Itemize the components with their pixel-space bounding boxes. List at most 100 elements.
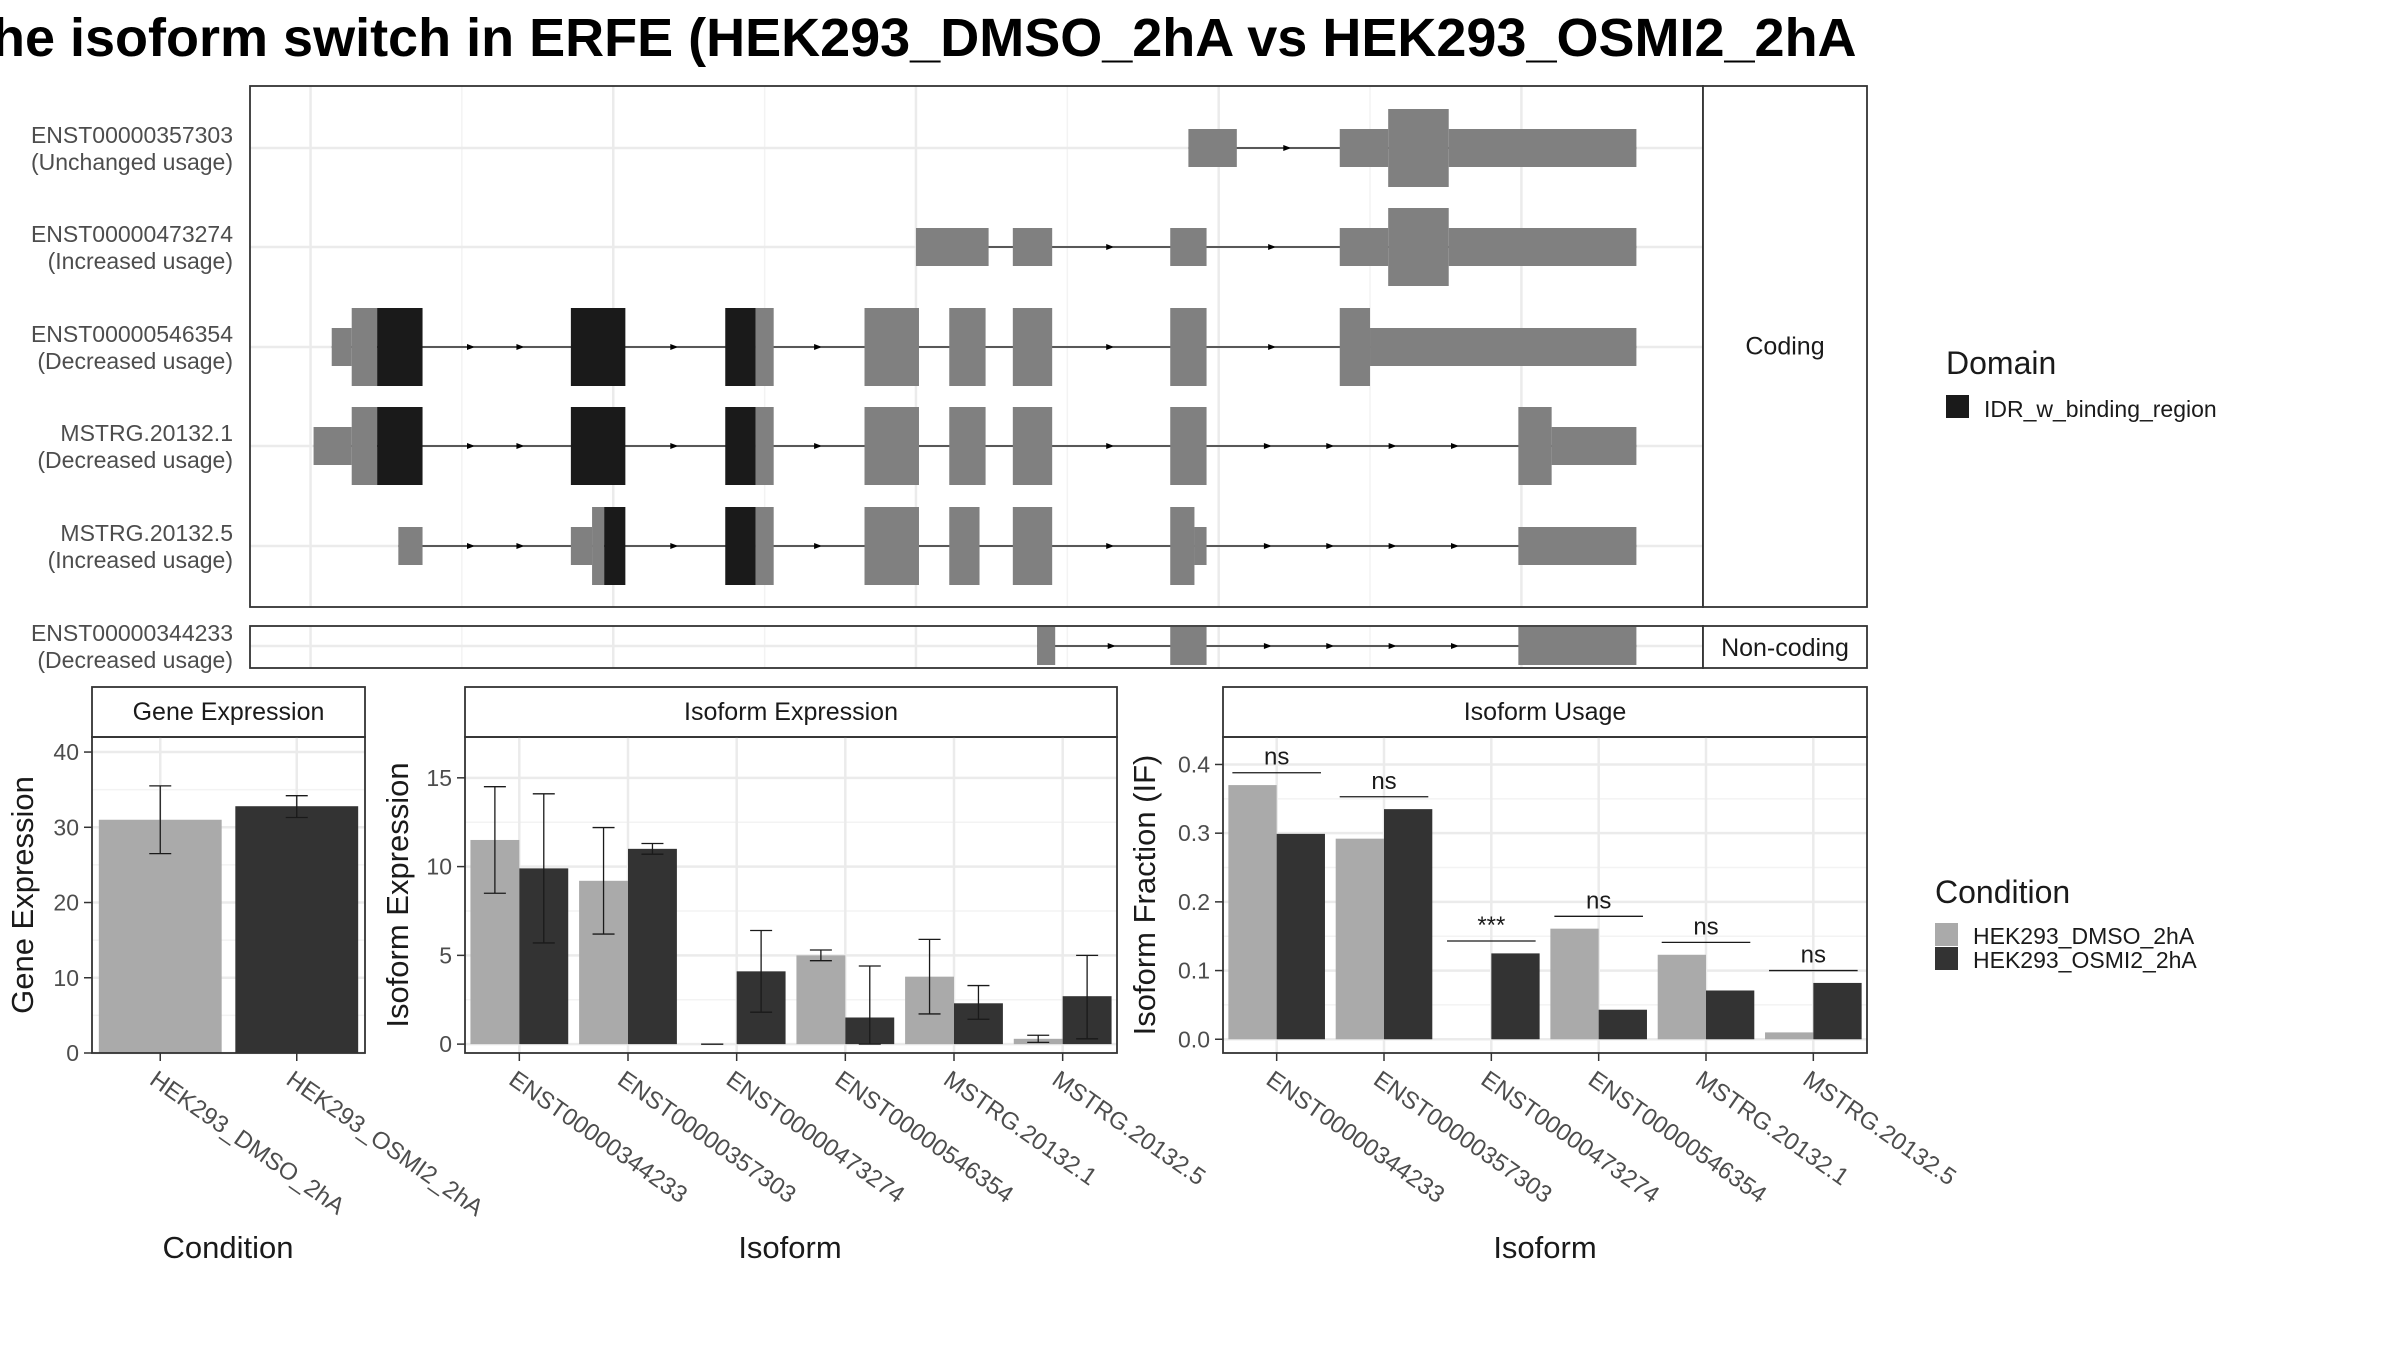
exon-block: [1339, 228, 1389, 266]
domain-legend-key: [1946, 395, 1969, 418]
exon-block: [570, 527, 593, 565]
intron-arrow: [1263, 543, 1272, 549]
bar-HEK293_DMSO_2hA-ENST00000546354: [796, 955, 846, 1045]
intron-arrow: [1450, 543, 1459, 549]
exon-block: [1370, 328, 1637, 366]
exon-block: [313, 427, 352, 465]
bar-HEK293_OSMI2_2hA-ENST00000357303: [628, 848, 677, 1045]
exon-block: [864, 407, 919, 485]
legends: Domain IDR_w_binding_region Condition HEK29…: [1935, 345, 2217, 973]
exon-block: [1188, 129, 1237, 167]
intron-arrow: [516, 344, 525, 350]
intron-arrow: [814, 543, 823, 549]
transcript-MSTRG.20132.1: [313, 407, 1637, 485]
intron-arrow: [670, 443, 679, 449]
y-axis-title: Isoform Expression: [380, 762, 415, 1027]
transcript-ENST00000546354: [331, 308, 1637, 386]
error-bar: [858, 965, 881, 1045]
x-tick-label: ENST00000546354: [1583, 1066, 1771, 1209]
domain-block: [570, 308, 626, 386]
panel-strip: [91, 686, 366, 738]
x-axis-title: Isoform: [738, 1230, 841, 1265]
intron-arrow: [1326, 543, 1335, 549]
x-tick-label: ENST00000473274: [721, 1066, 909, 1209]
domain-block: [570, 407, 626, 485]
transcript-ENST00000344233: [1037, 627, 1637, 665]
domain-legend-title: Domain: [1946, 345, 2056, 381]
panel-strip: [464, 686, 1118, 738]
x-tick-label: ENST00000344233: [1261, 1066, 1449, 1209]
exon-block: [864, 308, 919, 386]
intron-arrow: [1107, 643, 1116, 649]
intron-arrow: [814, 443, 823, 449]
intron-arrow: [466, 344, 475, 350]
exon-block: [1518, 407, 1552, 485]
strip-label-noncoding: Non-coding: [1721, 634, 1849, 662]
error-bar: [1076, 954, 1099, 1040]
bar-HEK293_DMSO_2hA-MSTRG.20132.5: [1765, 1032, 1814, 1040]
bar-HEK293_DMSO_2hA-ENST00000344233: [1228, 785, 1277, 1040]
intron-arrow: [1450, 643, 1459, 649]
error-bar: [149, 785, 172, 855]
bar-HEK293_OSMI2_2hA-MSTRG.20132.1: [1706, 990, 1755, 1040]
intron-arrow: [670, 344, 679, 350]
x-axis-title: Condition: [163, 1230, 294, 1265]
exon-block: [592, 507, 605, 585]
exon-block: [1012, 507, 1053, 585]
error-bar: [1027, 1034, 1050, 1043]
coding-strip: [1702, 85, 1868, 608]
intron-arrow: [1326, 643, 1335, 649]
exon-block: [755, 507, 774, 585]
y-tick-label: 0.4: [1178, 751, 1210, 777]
x-tick-label: ENST00000357303: [1369, 1066, 1557, 1209]
x-tick-label: ENST00000344233: [504, 1066, 692, 1209]
exon-block: [1551, 427, 1637, 465]
noncoding-strip: [1702, 625, 1868, 669]
condition-legend-key: [1935, 923, 1958, 946]
transcript-ENST00000357303: [1188, 109, 1637, 187]
domain-block: [604, 507, 626, 585]
figure-title: he isoform switch in ERFE (HEK293_DMSO_2…: [0, 8, 1857, 68]
y-tick-label: 40: [53, 739, 79, 765]
intron-arrow: [1263, 443, 1272, 449]
y-tick-label: 0.3: [1178, 820, 1210, 846]
intron-arrow: [1388, 543, 1397, 549]
transcript-id-label: MSTRG.20132.1: [60, 420, 233, 446]
significance-label: ns: [1264, 744, 1289, 771]
plot-border: [464, 736, 1118, 1054]
panel-title: Isoform Expression: [684, 698, 898, 726]
transcript-usage-label: (Increased usage): [48, 248, 233, 274]
bar-HEK293_DMSO_2hA-MSTRG.20132.1: [1657, 954, 1706, 1040]
exon-block: [1388, 208, 1449, 286]
transcript-usage-label: (Unchanged usage): [31, 149, 233, 175]
intron-arrow: [1106, 244, 1115, 250]
intron-arrow: [516, 543, 525, 549]
significance-label: ns: [1586, 887, 1611, 914]
y-tick-label: 20: [53, 890, 79, 916]
exon-block: [949, 407, 986, 485]
exon-block: [1170, 627, 1207, 665]
condition-legend-title: Condition: [1935, 874, 2070, 910]
domain-block: [725, 507, 756, 585]
bar-HEK293_OSMI2_2hA-MSTRG.20132.5: [1813, 982, 1862, 1040]
intron-arrow: [516, 443, 525, 449]
error-bar: [532, 793, 555, 944]
plot-bg: [1223, 737, 1867, 1053]
y-tick-label: 5: [439, 942, 452, 968]
transcript-id-label: ENST00000546354: [31, 321, 233, 347]
exon-block: [1518, 527, 1637, 565]
bar-HEK293_OSMI2_2hA-ENST00000546354: [1598, 1009, 1647, 1040]
domain-block: [377, 308, 423, 386]
intron-arrow: [1388, 643, 1397, 649]
strip-label-coding: Coding: [1745, 333, 1824, 361]
exon-block: [1518, 627, 1637, 665]
panel-title: Isoform Usage: [1464, 698, 1627, 726]
transcript-MSTRG.20132.5: [398, 507, 1637, 585]
isoform-usage-panel: Isoform Usage ns ns *** ns ns ns 0.0 0.1 0.2 0.3 0.…: [1127, 686, 1961, 1265]
exon-block: [915, 228, 989, 266]
error-bar: [285, 795, 308, 819]
intron-arrow: [1106, 344, 1115, 350]
significance-label: ***: [1477, 912, 1505, 939]
exon-block: [1388, 109, 1449, 187]
